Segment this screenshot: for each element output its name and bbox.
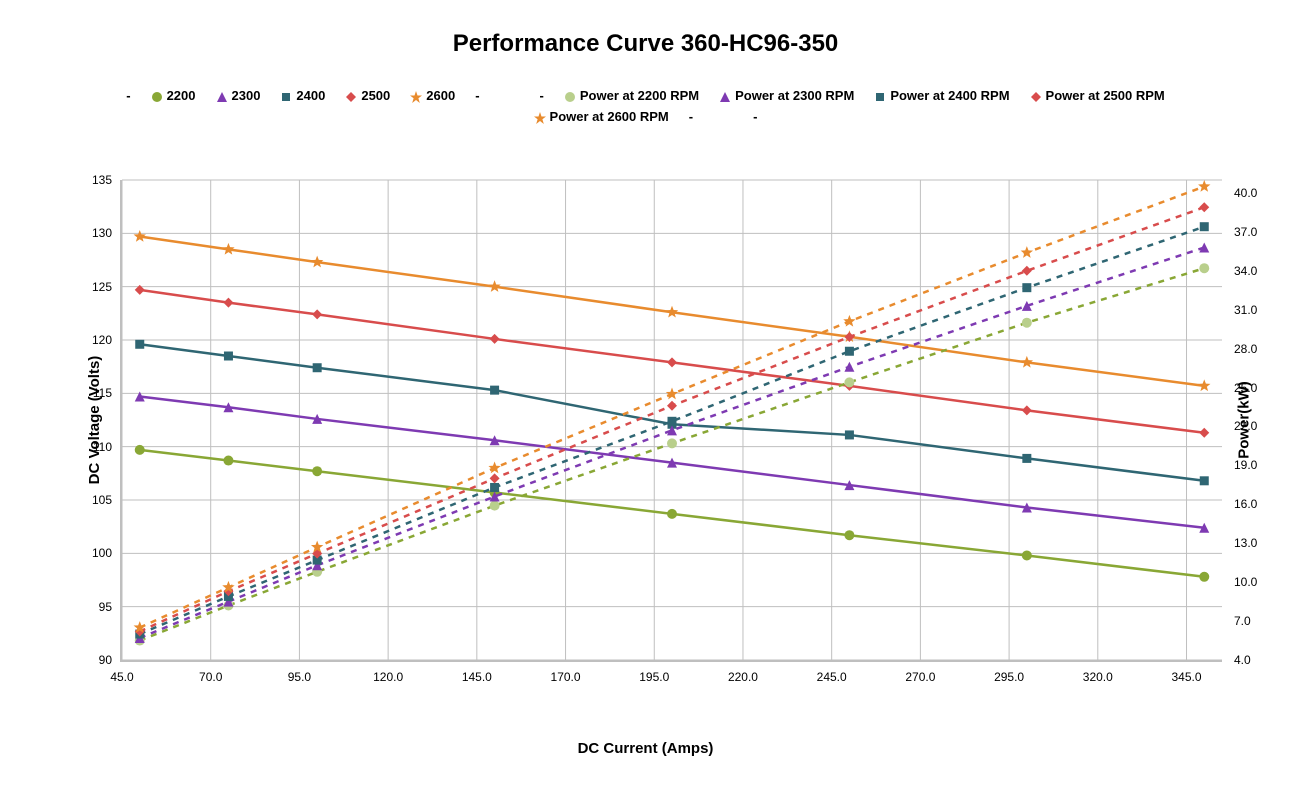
x-tick-label: 170.0 [551, 670, 581, 684]
x-tick-label: 295.0 [994, 670, 1024, 684]
x-tick-label: 220.0 [728, 670, 758, 684]
plot-svg [122, 180, 1222, 660]
y-tick-label: 135 [82, 173, 112, 187]
legend-label: 2500 [361, 88, 390, 103]
y2-tick-label: 4.0 [1234, 653, 1251, 667]
triangle-marker-icon [216, 91, 226, 101]
legend-dash: - [126, 88, 130, 103]
legend-item-2200: 2200 [151, 88, 196, 103]
legend-label: 2600 [426, 88, 455, 103]
y-tick-label: 130 [82, 226, 112, 240]
y2-tick-label: 13.0 [1234, 536, 1257, 550]
y2-tick-label: 16.0 [1234, 497, 1257, 511]
legend-label: Power at 2500 RPM [1046, 88, 1165, 103]
y2-tick-label: 31.0 [1234, 303, 1257, 317]
legend-item-2600: 2600 [410, 88, 455, 103]
x-tick-label: 195.0 [639, 670, 669, 684]
y2-tick-label: 19.0 [1234, 458, 1257, 472]
legend-dash: - [689, 109, 693, 124]
x-tick-label: 45.0 [110, 670, 133, 684]
y-tick-label: 105 [82, 493, 112, 507]
y-tick-label: 120 [82, 333, 112, 347]
chart-container: Performance Curve 360-HC96-350 - 2200 23… [0, 0, 1291, 799]
y-tick-label: 115 [82, 386, 112, 400]
legend-label: Power at 2400 RPM [890, 88, 1009, 103]
y2-tick-label: 7.0 [1234, 614, 1251, 628]
y2-tick-label: 28.0 [1234, 342, 1257, 356]
legend-label: Power at 2600 RPM [550, 109, 669, 124]
legend-label: 2400 [296, 88, 325, 103]
x-tick-label: 145.0 [462, 670, 492, 684]
legend-label: Power at 2300 RPM [735, 88, 854, 103]
y2-tick-label: 22.0 [1234, 419, 1257, 433]
square-marker-icon [874, 91, 884, 101]
diamond-marker-icon [1030, 91, 1040, 101]
y-tick-label: 110 [82, 440, 112, 454]
x-tick-label: 95.0 [288, 670, 311, 684]
square-marker-icon [280, 91, 290, 101]
legend: - 2200 2300 2400 2500 2600 - [0, 88, 1291, 130]
y-axis-label: DC Voltage (Volts) [86, 356, 103, 485]
y2-tick-label: 37.0 [1234, 225, 1257, 239]
y2-tick-label: 25.0 [1234, 381, 1257, 395]
y-tick-label: 90 [82, 653, 112, 667]
legend-item-power-2600: Power at 2600 RPM [534, 109, 669, 124]
legend-item-power-2300: Power at 2300 RPM [719, 88, 854, 103]
star-marker-icon [534, 112, 544, 122]
legend-label: Power at 2200 RPM [580, 88, 699, 103]
legend-item-power-2400: Power at 2400 RPM [874, 88, 1009, 103]
chart-title: Performance Curve 360-HC96-350 [0, 30, 1291, 58]
legend-dash: - [540, 88, 544, 103]
legend-item-power-2200: Power at 2200 RPM [564, 88, 699, 103]
x-tick-label: 320.0 [1083, 670, 1113, 684]
y2-tick-label: 10.0 [1234, 575, 1257, 589]
legend-item-2400: 2400 [280, 88, 325, 103]
legend-dash: - [753, 109, 757, 124]
circle-marker-icon [564, 91, 574, 101]
star-marker-icon [410, 91, 420, 101]
legend-item-2300: 2300 [216, 88, 261, 103]
legend-row-1: - 2200 2300 2400 2500 2600 - [0, 88, 1291, 103]
circle-marker-icon [151, 91, 161, 101]
triangle-marker-icon [719, 91, 729, 101]
plot-area: 45.070.095.0120.0145.0170.0195.0220.0245… [120, 180, 1222, 662]
y-tick-label: 125 [82, 280, 112, 294]
x-axis-label: DC Current (Amps) [0, 740, 1291, 757]
legend-label: 2300 [232, 88, 261, 103]
legend-row-2: Power at 2600 RPM - - [0, 109, 1291, 124]
diamond-marker-icon [345, 91, 355, 101]
x-tick-label: 120.0 [373, 670, 403, 684]
y2-tick-label: 34.0 [1234, 264, 1257, 278]
y-tick-label: 100 [82, 546, 112, 560]
x-tick-label: 345.0 [1172, 670, 1202, 684]
x-tick-label: 70.0 [199, 670, 222, 684]
legend-item-power-2500: Power at 2500 RPM [1030, 88, 1165, 103]
x-tick-label: 270.0 [905, 670, 935, 684]
y-tick-label: 95 [82, 600, 112, 614]
x-tick-label: 245.0 [817, 670, 847, 684]
legend-dash: - [475, 88, 479, 103]
legend-item-2500: 2500 [345, 88, 390, 103]
legend-label: 2200 [167, 88, 196, 103]
y2-tick-label: 40.0 [1234, 186, 1257, 200]
